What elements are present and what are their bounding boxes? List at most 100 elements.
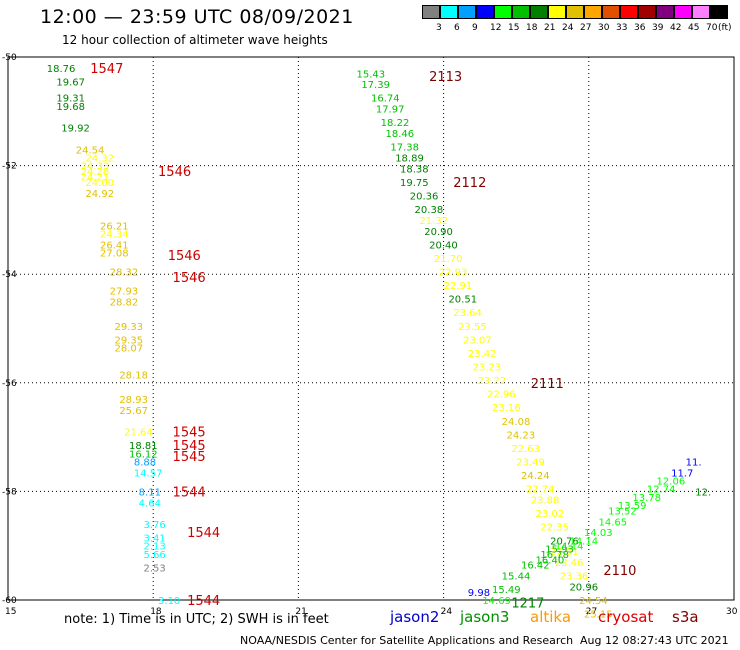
wave-height-label: 14.57 — [134, 468, 163, 479]
wave-height-label: 13.59 — [618, 501, 647, 512]
wave-height-label: 23.55 — [458, 322, 487, 333]
wave-height-label: 21.64 — [124, 428, 153, 439]
legend-label: 6 — [454, 23, 460, 33]
pass-number-label: 1545 — [173, 439, 206, 454]
wave-height-label: 24.92 — [85, 189, 114, 200]
wave-height-label: 12.06 — [657, 477, 686, 488]
wave-height-label: 20.96 — [569, 582, 598, 593]
wave-height-label: 12. — [695, 487, 711, 498]
legend-swatch — [584, 5, 602, 19]
wave-height-label: 23.49 — [516, 458, 545, 469]
wave-height-label: 13.52 — [608, 506, 637, 517]
wave-height-label: 24.21 — [81, 172, 110, 183]
wave-height-label: 24.24 — [521, 471, 550, 482]
legend-label: 12 — [490, 23, 502, 33]
wave-height-label: 23.42 — [468, 349, 497, 360]
wave-height-label: 15.43 — [356, 69, 385, 80]
wave-height-label: 17.38 — [390, 143, 419, 154]
pass-number-label: 2110 — [603, 564, 636, 579]
wave-height-label: 18.38 — [400, 164, 429, 175]
satellite-s3a: s3a — [672, 608, 699, 626]
wave-height-label: 11.7 — [671, 468, 693, 479]
pass-number-label: 1547 — [90, 62, 123, 77]
pass-number-label: 1544 — [187, 526, 220, 541]
wave-height-label: 17.39 — [361, 80, 390, 91]
legend-label: 15 — [508, 23, 520, 33]
legend-label: 33 — [616, 23, 628, 33]
lon-tick-label: 30 — [726, 607, 738, 617]
wave-height-label: 8.88 — [134, 458, 156, 469]
wave-height-label: 23.23 — [473, 363, 502, 374]
wave-height-label: 18.76 — [47, 64, 76, 75]
legend-label: 70 — [706, 23, 718, 33]
legend-label: (ft) — [718, 23, 732, 33]
wave-height-label: 24.28 — [81, 167, 110, 178]
wave-height-label: 13.78 — [632, 493, 661, 504]
wave-height-label: 18.46 — [386, 129, 415, 140]
wave-height-label: 16.12 — [129, 449, 158, 460]
lat-tick-label: -50 — [2, 53, 17, 63]
wave-height-label: 24.54 — [76, 145, 105, 156]
legend-swatch — [422, 5, 440, 19]
wave-height-label: 23.46 — [555, 558, 584, 569]
wave-height-label: 19.75 — [400, 178, 429, 189]
pass-number-label: 1546 — [168, 249, 201, 264]
legend-label: 24 — [562, 23, 574, 33]
wave-height-label: 22.35 — [540, 523, 569, 534]
wave-height-label: 15.44 — [502, 572, 531, 583]
legend-label: 27 — [580, 23, 592, 33]
wave-height-label: 20.36 — [410, 191, 439, 202]
wave-height-label: 23.16 — [492, 403, 521, 414]
legend-swatch — [656, 5, 674, 19]
pass-number-label: 1544 — [173, 485, 206, 500]
pass-number-label: 1546 — [158, 165, 191, 180]
lat-tick-label: -56 — [2, 379, 17, 389]
wave-height-label: 20.38 — [415, 205, 444, 216]
wave-height-label: 24.34 — [100, 229, 129, 240]
wave-height-label: 14.69 — [482, 596, 511, 607]
wave-height-label: 5.66 — [144, 550, 166, 561]
wave-height-label: 28.07 — [114, 344, 143, 355]
lat-tick-label: -60 — [2, 596, 17, 606]
lat-tick-label: -52 — [2, 162, 17, 172]
wave-height-label: 23.22 — [477, 376, 506, 387]
wave-height-label: 24.33 — [81, 162, 110, 173]
wave-height-label: 16.74 — [371, 94, 400, 105]
wave-height-label: 28.93 — [119, 395, 148, 406]
wave-height-label: 22.93 — [439, 267, 468, 278]
wave-height-label: 19.67 — [56, 77, 85, 88]
page-title: 12:00 — 23:59 UTC 08/09/2021 — [40, 6, 354, 28]
satellite-jason3: jason3 — [460, 608, 510, 626]
wave-height-label: 20.51 — [448, 295, 477, 306]
wave-height-label: 19.68 — [56, 102, 85, 113]
wave-height-label: 24.23 — [507, 430, 536, 441]
pass-number-label: 1545 — [173, 450, 206, 465]
wave-height-label: 20.76 — [550, 536, 579, 547]
pass-number-label: 2111 — [531, 377, 564, 392]
legend-swatch — [512, 5, 530, 19]
wave-height-label: 23.88 — [531, 496, 560, 507]
pass-number-label: 2112 — [453, 176, 486, 191]
wave-height-label: 19.92 — [61, 124, 90, 135]
pass-number-label: 1544 — [187, 594, 220, 609]
wave-height-label: 24.54 — [579, 596, 608, 607]
wave-height-label: 14.03 — [584, 528, 613, 539]
wave-height-label: 20.90 — [424, 227, 453, 238]
wave-height-label: 11. — [686, 458, 702, 469]
legend-label: 9 — [472, 23, 478, 33]
credit-line: NOAA/NESDIS Center for Satellite Applica… — [240, 634, 574, 647]
wave-height-label: 27.08 — [100, 248, 129, 259]
legend-label: 42 — [670, 23, 682, 33]
wave-height-label: 22.91 — [550, 547, 579, 558]
wave-height-label: 23.07 — [463, 335, 492, 346]
legend-swatch — [710, 5, 728, 19]
wave-height-label: 29.35 — [114, 335, 143, 346]
wave-height-label: 18.81 — [129, 441, 158, 452]
legend-label: 39 — [652, 23, 664, 33]
wave-height-label: 14.14 — [555, 542, 584, 553]
lat-tick-label: -58 — [2, 487, 17, 497]
wave-height-label: 3.10 — [158, 596, 180, 607]
wave-height-label: 3.76 — [144, 520, 166, 531]
legend-swatch — [620, 5, 638, 19]
